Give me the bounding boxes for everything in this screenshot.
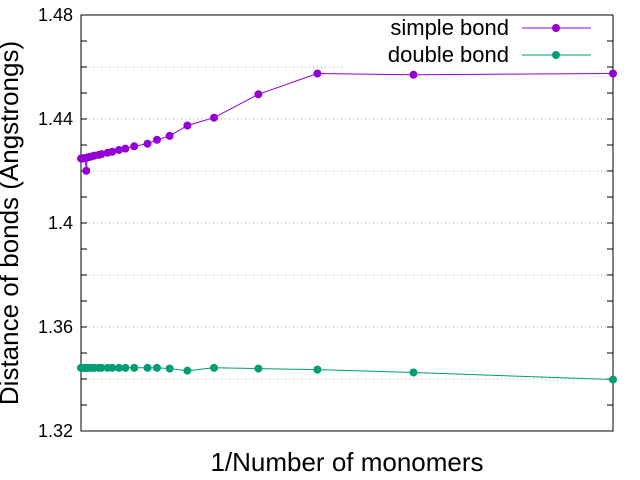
data-point <box>409 368 418 377</box>
data-point <box>108 363 117 372</box>
data-point <box>143 139 152 148</box>
data-point <box>254 90 263 99</box>
grid-lines <box>81 66 613 380</box>
legend-marker <box>552 51 560 59</box>
data-point <box>183 366 192 375</box>
data-point <box>108 147 117 156</box>
x-axis-label: 1/Number of monomers <box>210 447 483 477</box>
series-simple-bond <box>77 69 617 175</box>
legend-marker <box>552 24 560 32</box>
data-point <box>130 363 139 372</box>
data-point <box>121 144 130 153</box>
data-point <box>609 69 617 78</box>
y-tick-label: 1.32 <box>38 421 73 441</box>
data-point <box>114 363 123 372</box>
data-point <box>130 142 139 151</box>
data-point <box>121 363 130 372</box>
data-point <box>97 150 106 159</box>
data-point <box>165 364 174 373</box>
y-tick-label: 1.48 <box>38 5 73 25</box>
y-axis-label: Distance of bonds (Angstrongs) <box>0 41 24 405</box>
data-point <box>210 113 218 122</box>
series-layer <box>77 69 617 384</box>
series-line <box>81 72 614 171</box>
data-point <box>114 145 123 154</box>
data-point <box>313 69 322 78</box>
data-point <box>143 363 152 372</box>
series-line <box>81 367 614 380</box>
series-double-bond <box>77 363 617 384</box>
y-axis-ticks: 1.32 1.36 1.4 1.44 1.48 <box>38 5 613 441</box>
data-point <box>82 166 91 175</box>
data-point <box>409 70 418 79</box>
legend-label: simple bond <box>390 15 509 40</box>
y-tick-label: 1.44 <box>38 109 73 129</box>
data-point <box>97 363 106 372</box>
data-point <box>152 135 161 144</box>
data-point <box>313 365 322 374</box>
data-point <box>254 364 263 373</box>
data-point <box>609 375 617 384</box>
y-tick-label: 1.4 <box>48 213 73 233</box>
data-point <box>183 121 192 130</box>
legend-label: double bond <box>388 42 509 67</box>
y-tick-label: 1.36 <box>38 317 73 337</box>
data-point <box>210 363 218 372</box>
data-point <box>165 131 174 140</box>
data-point <box>152 363 161 372</box>
